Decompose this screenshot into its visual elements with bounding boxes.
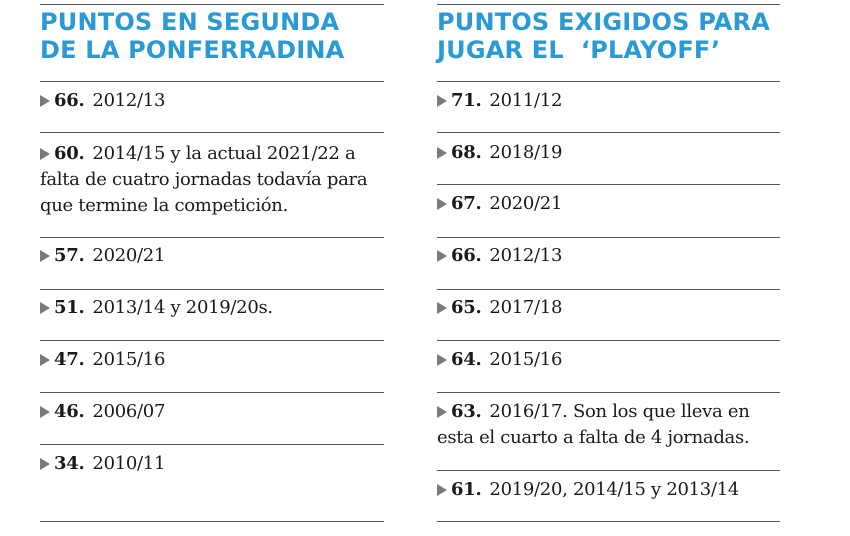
season-text: 2020/21 <box>92 245 166 266</box>
divider <box>437 237 780 238</box>
list-item: 46. 2006/07 <box>40 399 384 425</box>
divider <box>437 340 780 341</box>
season-text: 2018/19 <box>489 142 563 163</box>
season-text: 2020/21 <box>489 193 563 214</box>
list-item: 65. 2017/18 <box>437 295 780 321</box>
triangle-bullet-icon <box>40 406 50 418</box>
triangle-bullet-icon <box>437 198 447 210</box>
points-value: 51. <box>54 297 85 318</box>
divider <box>437 132 780 133</box>
season-text: 2014/15 y la actual 2021/22 a falta de c… <box>40 143 368 216</box>
triangle-bullet-icon <box>40 250 50 262</box>
points-value: 66. <box>451 245 482 266</box>
triangle-bullet-icon <box>437 95 447 107</box>
points-value: 34. <box>54 453 85 474</box>
right-heading-line1: PUNTOS EXIGIDOS PARA <box>437 8 771 36</box>
points-value: 46. <box>54 401 85 422</box>
divider <box>40 237 384 238</box>
divider <box>40 289 384 290</box>
season-text: 2015/16 <box>489 349 563 370</box>
top-divider <box>40 4 384 5</box>
season-text: 2006/07 <box>92 401 166 422</box>
list-item: 60. 2014/15 y la actual 2021/22 a falta d… <box>40 141 384 219</box>
list-item: 71. 2011/12 <box>437 88 780 114</box>
list-item: 57. 2020/21 <box>40 243 384 269</box>
bottom-divider <box>437 521 780 522</box>
list-item: 68. 2018/19 <box>437 140 780 166</box>
divider <box>437 289 780 290</box>
triangle-bullet-icon <box>40 302 50 314</box>
season-text: 2015/16 <box>92 349 166 370</box>
season-text: 2019/20, 2014/15 y 2013/14 <box>489 479 740 500</box>
points-value: 67. <box>451 193 482 214</box>
season-text: 2017/18 <box>489 297 563 318</box>
season-text: 2012/13 <box>489 245 563 266</box>
list-item: 63. 2016/17. Son los que lleva en esta el… <box>437 399 780 451</box>
season-text: 2016/17. Son los que lleva en esta el cu… <box>437 401 750 448</box>
season-text: 2013/14 y 2019/20s. <box>92 297 273 318</box>
divider <box>40 392 384 393</box>
triangle-bullet-icon <box>40 458 50 470</box>
points-value: 47. <box>54 349 85 370</box>
points-value: 71. <box>451 90 482 111</box>
points-value: 68. <box>451 142 482 163</box>
divider <box>40 81 384 82</box>
triangle-bullet-icon <box>40 354 50 366</box>
divider <box>437 392 780 393</box>
right-heading: PUNTOS EXIGIDOS PARA JUGAR EL ‘PLAYOFF’ <box>437 8 780 64</box>
triangle-bullet-icon <box>437 147 447 159</box>
divider <box>437 184 780 185</box>
points-value: 64. <box>451 349 482 370</box>
points-value: 65. <box>451 297 482 318</box>
top-divider <box>437 4 780 5</box>
left-heading-line1: PUNTOS EN SEGUNDA <box>40 8 340 36</box>
list-item: 34. 2010/11 <box>40 451 384 477</box>
bottom-divider <box>40 521 384 522</box>
season-text: 2011/12 <box>489 90 563 111</box>
divider <box>437 470 780 471</box>
triangle-bullet-icon <box>437 250 447 262</box>
points-value: 57. <box>54 245 85 266</box>
triangle-bullet-icon <box>437 302 447 314</box>
list-item: 66. 2012/13 <box>40 88 384 114</box>
list-item: 47. 2015/16 <box>40 347 384 373</box>
divider <box>437 81 780 82</box>
left-heading-line2: DE LA PONFERRADINA <box>40 36 345 64</box>
season-text: 2010/11 <box>92 453 166 474</box>
right-heading-line2: JUGAR EL ‘PLAYOFF’ <box>437 36 721 64</box>
triangle-bullet-icon <box>437 354 447 366</box>
season-text: 2012/13 <box>92 90 166 111</box>
list-item: 67. 2020/21 <box>437 191 780 217</box>
list-item: 66. 2012/13 <box>437 243 780 269</box>
points-value: 61. <box>451 479 482 500</box>
divider <box>40 340 384 341</box>
triangle-bullet-icon <box>40 148 50 160</box>
points-value: 63. <box>451 401 482 422</box>
triangle-bullet-icon <box>40 95 50 107</box>
points-value: 60. <box>54 143 85 164</box>
points-value: 66. <box>54 90 85 111</box>
triangle-bullet-icon <box>437 406 447 418</box>
triangle-bullet-icon <box>437 484 447 496</box>
list-item: 51. 2013/14 y 2019/20s. <box>40 295 384 321</box>
list-item: 61. 2019/20, 2014/15 y 2013/14 <box>437 477 780 503</box>
list-item: 64. 2015/16 <box>437 347 780 373</box>
divider <box>40 444 384 445</box>
divider <box>40 132 384 133</box>
left-heading: PUNTOS EN SEGUNDA DE LA PONFERRADINA <box>40 8 384 64</box>
